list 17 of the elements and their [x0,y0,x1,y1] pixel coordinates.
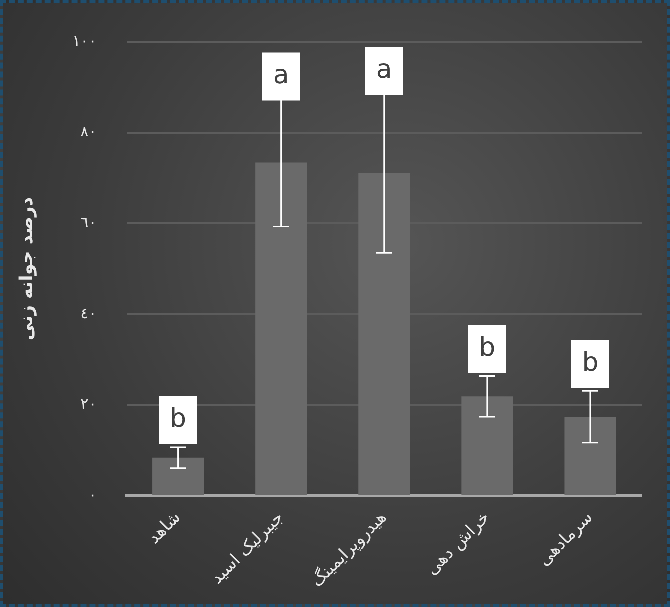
y-tick-label: ١٠٠ [72,32,97,50]
y-tick-label: ٦٠ [80,214,97,232]
y-axis-title: درصد جوانه زنی [16,197,38,341]
x-tick-label: هیدروپرایمینگ [306,507,392,592]
annotation: b [170,404,187,434]
x-tick-label: سرمادهی [534,508,598,570]
x-tick-label: شاهد [144,508,185,548]
y-tick-label: ٢٠ [80,395,97,414]
annotation: a [273,60,290,91]
y-tick-label: ٤٠ [80,304,97,322]
annotation: b [479,332,496,363]
x-tick-label: جیبرلیک اسید [207,508,288,588]
annotation: b [582,348,599,378]
y-tick-label: ٨٠ [80,122,97,141]
annotation: a [376,55,392,86]
x-tick-label: خراش دهی [422,508,494,580]
y-tick-label: ٠ [88,486,97,504]
